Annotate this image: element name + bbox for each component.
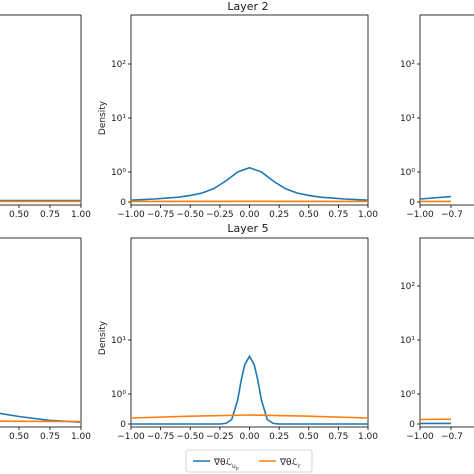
x-tick-label: 0.50 (9, 210, 29, 220)
y-tick-label: 10⁰ (400, 168, 415, 178)
x-tick-label: 0.00 (239, 210, 259, 220)
x-tick-label: −0.25 (206, 432, 234, 442)
x-tick-label: 0.50 (9, 432, 29, 442)
x-tick-label: −0.75 (147, 432, 175, 442)
x-tick-label: −1.00 (406, 432, 434, 442)
y-tick-label: 0 (120, 198, 126, 208)
y-tick-label: 0 (409, 420, 415, 430)
y-axis-label-top: Density (98, 100, 108, 135)
series-line-bottom-center-1 (131, 354, 368, 425)
x-tick-label: −1.00 (117, 210, 145, 220)
x-tick-label: 0.75 (40, 210, 60, 220)
axes-frame-top-left (0, 14, 82, 206)
y-tick-label: 10⁰ (400, 390, 415, 400)
layer-2-title: Layer 2 (227, 0, 268, 13)
x-tick-label: −0.50 (176, 432, 204, 442)
y-tick-label: 10⁰ (111, 390, 126, 400)
axes-frame-bottom-left (0, 237, 82, 428)
axes-frame-bottom-right (419, 237, 474, 428)
x-tick-label: −1.00 (406, 210, 434, 220)
y-tick-label: 10¹ (111, 336, 126, 346)
series-line-top-right-1 (420, 195, 452, 200)
axes-frame-top-center (130, 14, 369, 206)
x-tick-label: 0.75 (328, 432, 348, 442)
y-tick-label: 10⁰ (111, 168, 126, 178)
y-tick-label: 0 (120, 420, 126, 430)
x-tick-label: −0.25 (206, 210, 234, 220)
axes-frame-bottom-center (130, 237, 369, 428)
y-tick-label: 10¹ (400, 336, 415, 346)
x-tick-label: −0.7 (441, 210, 463, 220)
x-tick-label: 0.75 (40, 432, 60, 442)
y-tick-label: 10¹ (111, 114, 126, 124)
y-tick-label: 10¹ (400, 114, 415, 124)
legend-frame (185, 449, 313, 473)
axes-frame-top-right (419, 14, 474, 206)
layer-5-title: Layer 5 (227, 222, 268, 235)
legend: ∇θℒup ∇θℒr (185, 449, 313, 473)
legend-label-1: ∇θℒup (213, 458, 239, 472)
x-tick-label: 1.00 (358, 210, 378, 220)
x-tick-label: 0.25 (269, 432, 289, 442)
y-tick-label: 10² (400, 282, 415, 292)
x-tick-label: 1.00 (358, 432, 378, 442)
y-tick-label: 10² (400, 60, 415, 70)
x-tick-label: 1.00 (71, 210, 91, 220)
x-tick-label: 0.25 (269, 210, 289, 220)
y-tick-label: 0 (409, 198, 415, 208)
series-line-top-center-1 (131, 166, 368, 201)
x-tick-label: −0.50 (176, 210, 204, 220)
x-tick-label: 0.50 (299, 210, 319, 220)
y-tick-label: 10² (111, 60, 126, 70)
legend-label-2: ∇θℒr (279, 458, 301, 470)
x-tick-label: 0.00 (239, 432, 259, 442)
x-tick-label: 0.75 (328, 210, 348, 220)
x-tick-label: −0.75 (147, 210, 175, 220)
x-tick-label: −0.7 (441, 432, 463, 442)
series-line-bottom-left-2 (0, 420, 81, 423)
y-axis-label-bottom: Density (98, 320, 108, 355)
x-tick-label: −1.00 (117, 432, 145, 442)
x-tick-label: 0.50 (299, 432, 319, 442)
series-line-bottom-center-2 (131, 414, 368, 419)
x-tick-label: 1.00 (71, 432, 91, 442)
